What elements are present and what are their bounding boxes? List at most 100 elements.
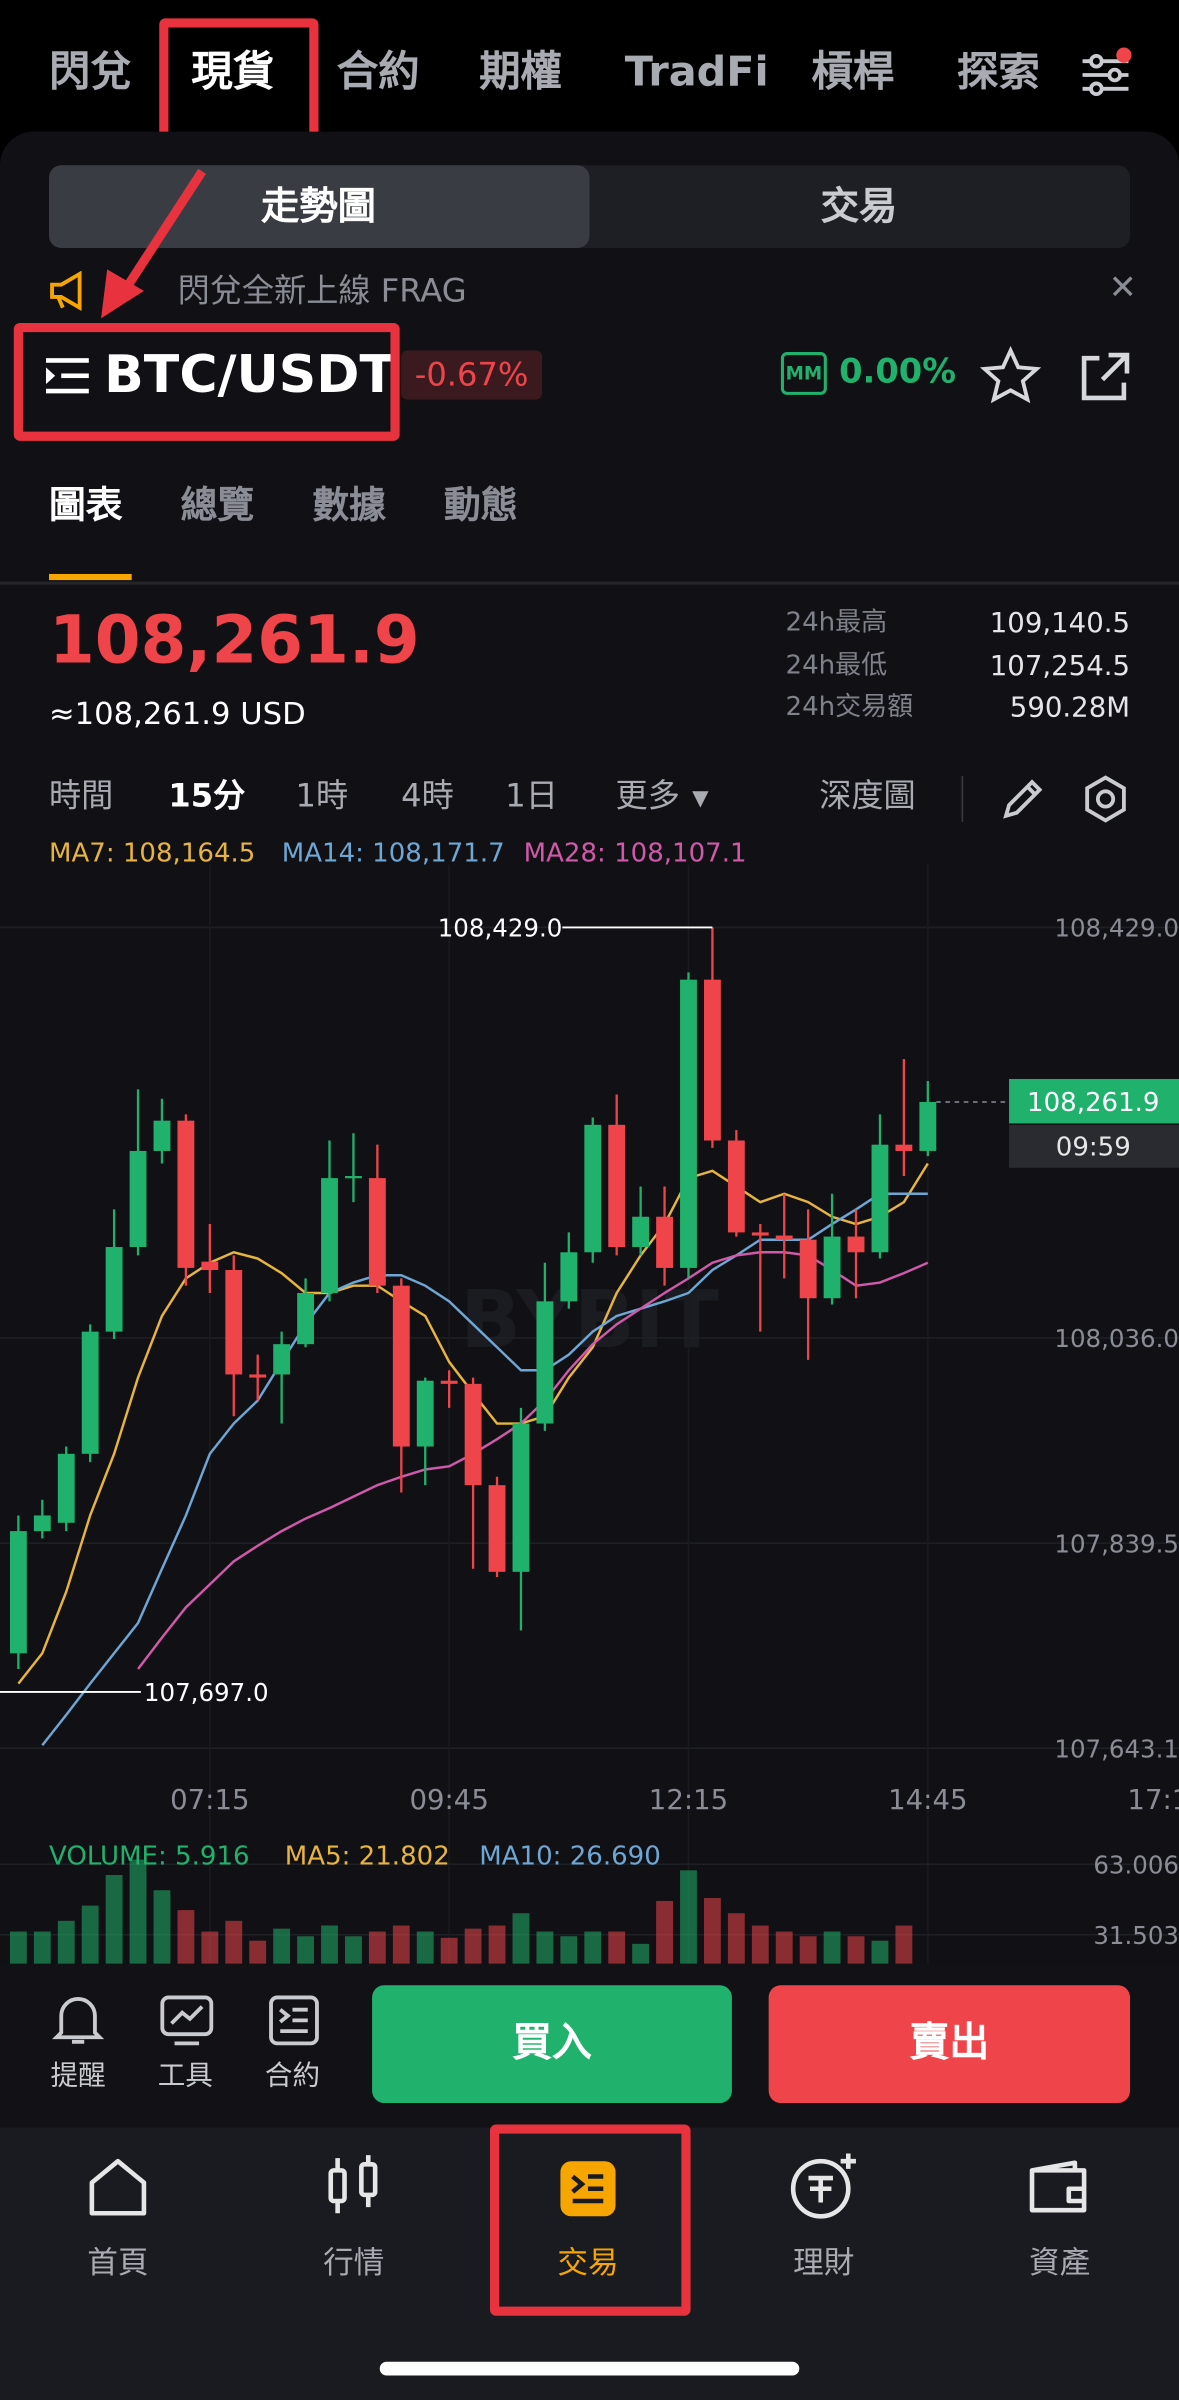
top-tab[interactable]: 期權 bbox=[479, 48, 562, 97]
close-icon[interactable]: ✕ bbox=[1108, 269, 1137, 308]
x-tick-label: 14:45 bbox=[888, 1784, 967, 1816]
top-tab[interactable]: 現貨 bbox=[191, 48, 275, 97]
nav-label[interactable]: 資產 bbox=[1028, 2243, 1091, 2281]
candle-body bbox=[703, 979, 721, 1141]
x-tick-label: 09:45 bbox=[409, 1784, 488, 1816]
candle-body bbox=[656, 1216, 673, 1268]
top-tab[interactable]: 合約 bbox=[336, 48, 420, 97]
y-tick-label: 108,036.0 bbox=[1054, 1324, 1179, 1353]
earn-icon[interactable] bbox=[787, 2150, 860, 2220]
interval[interactable]: 1日 bbox=[505, 777, 558, 815]
nav-label[interactable]: 首頁 bbox=[87, 2243, 149, 2281]
depth-chart[interactable]: 深度圖 bbox=[819, 777, 916, 815]
top-tab[interactable]: 探索 bbox=[957, 52, 1040, 94]
candle-body bbox=[847, 1236, 865, 1253]
usd-price: ≈108,261.9 USD bbox=[48, 694, 306, 732]
last-price-tag bbox=[1009, 1079, 1179, 1124]
volume-bar bbox=[177, 1910, 195, 1964]
max-label: 108,429.0 bbox=[438, 914, 563, 943]
interval[interactable]: 更多 bbox=[615, 777, 680, 815]
market-icon[interactable] bbox=[322, 2152, 386, 2219]
volume-bar bbox=[273, 1928, 291, 1964]
candle-body bbox=[249, 1374, 267, 1378]
volume-bar bbox=[608, 1931, 626, 1964]
sub-tab[interactable]: 總覽 bbox=[180, 483, 255, 527]
stat-value: 109,140.5 bbox=[989, 607, 1131, 640]
announcement[interactable]: 閃兌全新上線 FRAG bbox=[177, 272, 467, 310]
sub-tab[interactable]: 動態 bbox=[444, 483, 518, 527]
tool-label[interactable]: 合約 bbox=[264, 2060, 321, 2093]
volume-bar bbox=[656, 1900, 673, 1964]
top-tab[interactable]: 槓桿 bbox=[811, 48, 895, 97]
contract-icon[interactable] bbox=[266, 1993, 321, 2048]
x-tick-label: 12:15 bbox=[649, 1784, 728, 1816]
last-price: 108,261.9 bbox=[48, 603, 420, 680]
menu-icon[interactable] bbox=[45, 355, 92, 398]
interval[interactable]: 15分 bbox=[168, 777, 246, 815]
stat-label: 24h最高 bbox=[785, 607, 888, 639]
home-icon[interactable] bbox=[86, 2155, 150, 2219]
ma-legend: MA14: 108,171.7 bbox=[281, 838, 505, 870]
candle-body bbox=[608, 1124, 626, 1248]
nav-label[interactable]: 理財 bbox=[793, 2243, 855, 2281]
interval[interactable]: 1時 bbox=[295, 777, 349, 815]
sell-button[interactable]: 賣出 bbox=[768, 1985, 1131, 2104]
volume-bar bbox=[9, 1931, 27, 1964]
home-indicator bbox=[379, 2361, 800, 2376]
candle-body bbox=[225, 1270, 243, 1375]
volume-bar bbox=[871, 1940, 889, 1964]
top-tab[interactable]: 閃兌 bbox=[48, 48, 132, 97]
share-icon[interactable] bbox=[1078, 349, 1133, 404]
nav-label[interactable]: 交易 bbox=[557, 2243, 619, 2281]
volume-bar bbox=[584, 1931, 602, 1964]
volume-bar bbox=[225, 1920, 243, 1964]
candle-body bbox=[129, 1150, 147, 1248]
star-icon[interactable] bbox=[979, 345, 1042, 407]
candle-body bbox=[799, 1239, 817, 1299]
candle-body bbox=[81, 1331, 99, 1454]
segment[interactable]: 走勢圖 bbox=[261, 183, 376, 229]
candle-body bbox=[57, 1453, 75, 1523]
volume-bar bbox=[799, 1936, 817, 1964]
pencil-icon[interactable] bbox=[998, 774, 1047, 823]
sub-tab[interactable]: 圖表 bbox=[48, 483, 123, 527]
candle-body bbox=[416, 1380, 434, 1447]
ma-legend: MA7: 108,164.5 bbox=[48, 838, 256, 870]
candle-body bbox=[368, 1178, 386, 1286]
trade-icon[interactable] bbox=[557, 2158, 618, 2219]
volume-bar bbox=[33, 1931, 51, 1964]
pair-symbol[interactable]: BTC/USDT bbox=[104, 344, 396, 406]
y-tick-label: 107,643.1 bbox=[1054, 1734, 1179, 1763]
candle-body bbox=[871, 1144, 889, 1253]
interval[interactable]: 4時 bbox=[401, 777, 454, 815]
mm-badge: MM bbox=[780, 352, 827, 395]
megaphone-icon bbox=[50, 270, 82, 311]
candle-body bbox=[273, 1344, 291, 1375]
top-tab[interactable]: TradFi bbox=[624, 48, 769, 97]
x-tick-label: 07:15 bbox=[170, 1784, 249, 1816]
volume-bar bbox=[895, 1925, 913, 1964]
volume-bar bbox=[488, 1925, 506, 1964]
tool-label[interactable]: 提醒 bbox=[50, 2060, 106, 2093]
volume-tick-label: 63.006 bbox=[1093, 1850, 1179, 1879]
nav-label[interactable]: 行情 bbox=[323, 2243, 385, 2281]
tool-label[interactable]: 工具 bbox=[157, 2060, 213, 2093]
candle-body bbox=[153, 1120, 171, 1151]
ma-legend: MA28: 108,107.1 bbox=[523, 838, 747, 870]
volume-bar bbox=[680, 1870, 697, 1964]
candle-body bbox=[464, 1383, 482, 1486]
segment[interactable]: 交易 bbox=[820, 183, 898, 229]
volume-bar bbox=[201, 1931, 219, 1964]
assets-icon[interactable] bbox=[1026, 2158, 1093, 2216]
stat-label: 24h最低 bbox=[785, 650, 888, 682]
tools-icon[interactable] bbox=[159, 1993, 214, 2048]
filter-icon[interactable] bbox=[1078, 46, 1133, 101]
settings-icon[interactable] bbox=[1079, 773, 1131, 825]
buy-button[interactable]: 買入 bbox=[372, 1985, 732, 2104]
volume-bar bbox=[81, 1905, 99, 1964]
sub-tab[interactable]: 數據 bbox=[312, 483, 386, 527]
interval[interactable]: 時間 bbox=[48, 777, 114, 815]
volume-bar bbox=[512, 1913, 530, 1964]
bell-icon[interactable] bbox=[52, 1993, 105, 2048]
